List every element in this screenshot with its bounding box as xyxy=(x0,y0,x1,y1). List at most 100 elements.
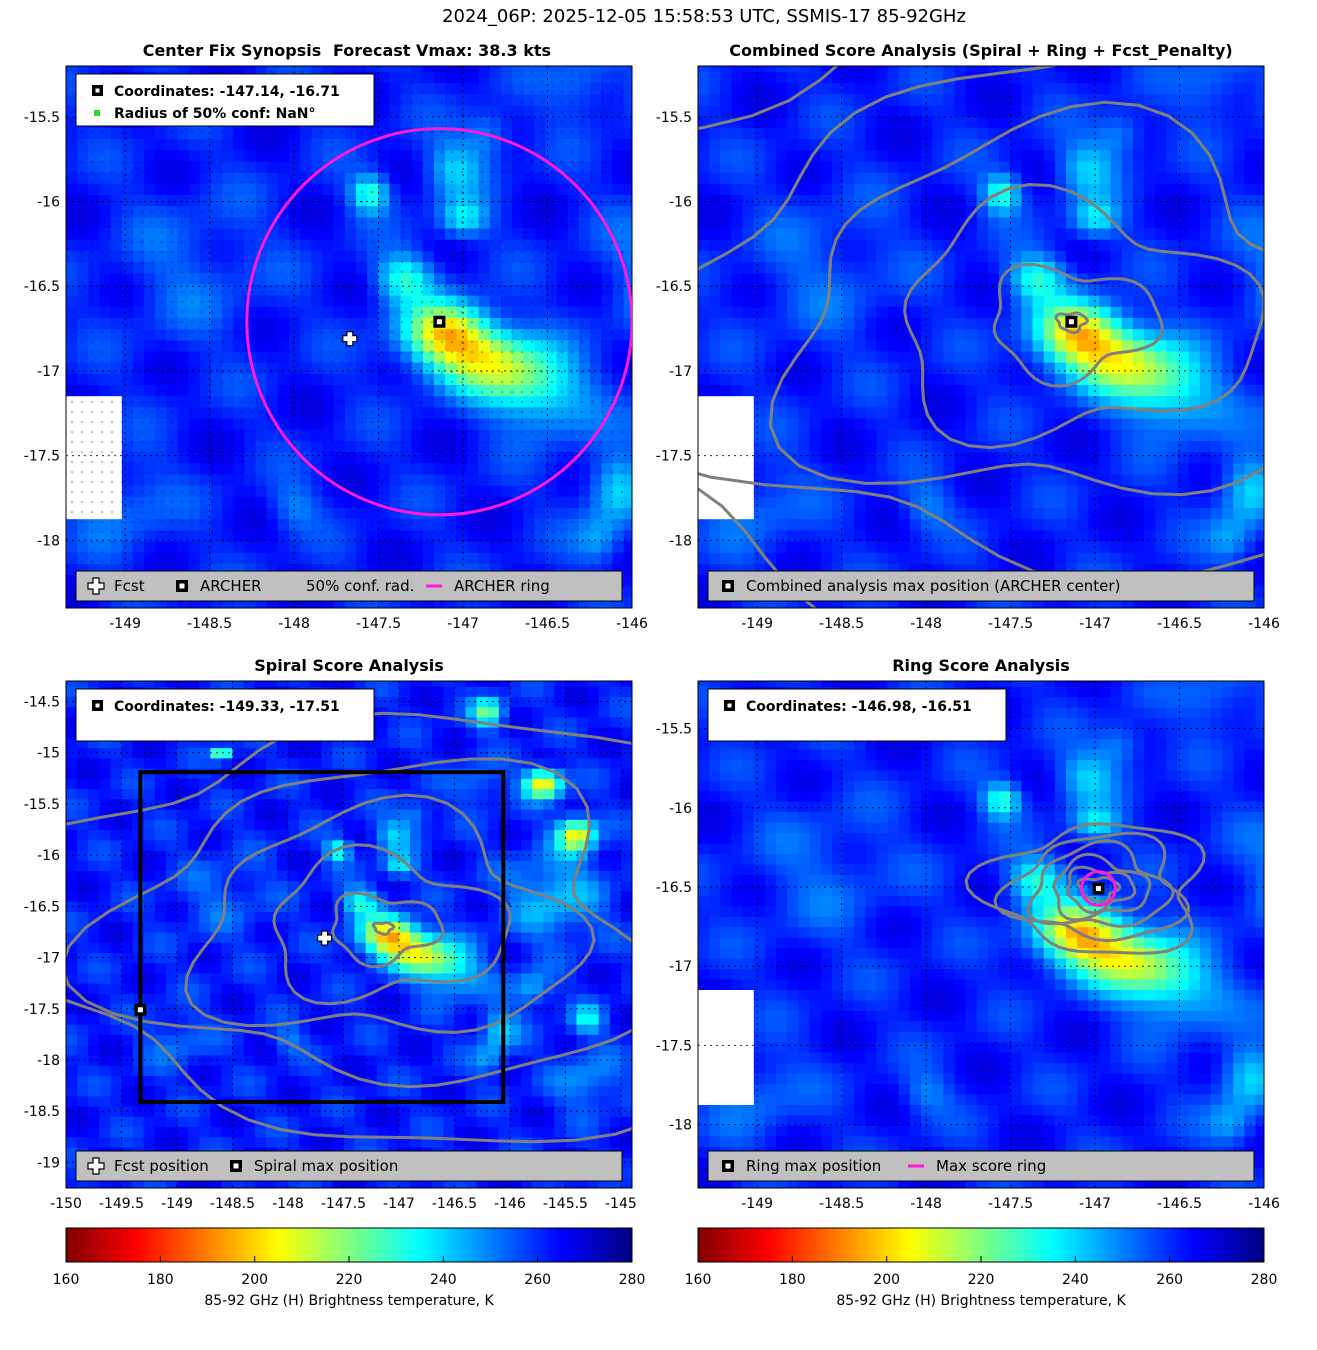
info-box xyxy=(75,73,375,127)
legend-box xyxy=(707,1150,1255,1182)
xtick-label: -146 xyxy=(1248,1196,1280,1212)
legend-label: 50% conf. rad. xyxy=(306,577,414,595)
ytick-label: -16.5 xyxy=(24,279,60,295)
spiral-search-box xyxy=(138,770,506,1104)
xtick-label: -145 xyxy=(605,1196,637,1212)
info-box xyxy=(707,688,1007,742)
xtick-label: -149 xyxy=(161,1196,193,1212)
ytick-label: -18.5 xyxy=(24,1104,60,1120)
ytick-label: -16 xyxy=(37,195,60,211)
xtick-label: -149 xyxy=(109,616,141,632)
ytick-label: -18 xyxy=(37,533,60,549)
colorbar-left-ticks: 160 180 200 220 240 260 280 xyxy=(53,1256,646,1288)
xtick-label: -147 xyxy=(447,616,479,632)
ytick-label: -18 xyxy=(37,1053,60,1069)
panel-ring: -149 -148.5 -148 -147.5 -147 -146.5 -146 -15.5 -… xyxy=(656,656,1280,1212)
legend-box xyxy=(707,570,1255,602)
xtick-label: -148 xyxy=(910,616,942,632)
ytick-label: -17.5 xyxy=(656,1038,692,1054)
xtick-label: -147.5 xyxy=(988,1196,1033,1212)
legend-label: Max score ring xyxy=(936,1157,1046,1175)
xtick-label: -146 xyxy=(494,1196,526,1212)
xtick-label: -146.5 xyxy=(432,1196,477,1212)
contours-spiral xyxy=(66,711,632,1144)
heatmap-combined xyxy=(698,66,1264,608)
legend-label: Combined analysis max position (ARCHER c… xyxy=(746,577,1120,595)
figure-title: 2024_06P: 2025-12-05 15:58:53 UTC, SSMIS… xyxy=(442,6,966,27)
panel-title: Combined Score Analysis (Spiral + Ring +… xyxy=(729,41,1232,60)
axes-frame xyxy=(697,680,1265,1189)
colorbar-tick-label: 240 xyxy=(1062,1272,1089,1288)
info-line: Radius of 50% conf: NaN° xyxy=(114,106,316,122)
panel-spiral: -150 -149.5 -149 -148.5 -148 -147.5 -147 -146.5… xyxy=(24,656,637,1212)
ytick-label: -15.5 xyxy=(24,797,60,813)
xtick-label: -146.5 xyxy=(525,616,570,632)
archer-marker-center xyxy=(436,319,442,325)
colorbar-right-ticks: 160 180 200 220 240 260 280 xyxy=(685,1256,1278,1288)
xtick-label: -147.5 xyxy=(988,616,1033,632)
legend-label: Ring max position xyxy=(746,1157,881,1175)
legend-label: ARCHER xyxy=(200,577,262,595)
ytick-label: -16 xyxy=(669,195,692,211)
panel-title: Spiral Score Analysis xyxy=(254,656,444,675)
xtick-label: -148.5 xyxy=(819,1196,864,1212)
xtick-label: -147.5 xyxy=(321,1196,366,1212)
colorbar-right: 160 180 200 220 240 260 280 85-92 GHz (H) Brig… xyxy=(685,1227,1278,1309)
spiral-max-marker-center xyxy=(137,1007,143,1013)
heatmap-ring xyxy=(698,681,1264,1188)
panel-center-fix: -149 -148.5 -148 -147.5 -147 -146.5 -146 -15.5 -… xyxy=(24,41,648,632)
grid-combined xyxy=(698,66,1264,608)
max-score-ring xyxy=(1080,870,1117,907)
xtick-label: -149 xyxy=(741,616,773,632)
axes-frame xyxy=(697,65,1265,609)
xtick-label: -147 xyxy=(1079,616,1111,632)
legend-box xyxy=(75,570,623,602)
legend-label: Fcst xyxy=(114,577,145,595)
colorbar-left-label: 85-92 GHz (H) Brightness temperature, K xyxy=(204,1293,494,1309)
panels: -149 -148.5 -148 -147.5 -147 -146.5 -146 -15.5 -… xyxy=(24,41,1280,1212)
ytick-label: -18 xyxy=(669,533,692,549)
colorbar-tick-label: 180 xyxy=(147,1272,174,1288)
panel-combined: -149 -148.5 -148 -147.5 -147 -146.5 -146 -15.5 -… xyxy=(656,41,1280,632)
colorbar-tick-label: 220 xyxy=(968,1272,995,1288)
colorbar-tick-label: 200 xyxy=(241,1272,268,1288)
xtick-label: -145.5 xyxy=(543,1196,588,1212)
colorbar-tick-label: 280 xyxy=(1251,1272,1278,1288)
info-box xyxy=(75,688,375,742)
colorbar-tick-label: 160 xyxy=(53,1272,80,1288)
xtick-label: -148 xyxy=(910,1196,942,1212)
ytick-label: -15 xyxy=(37,746,60,762)
xtick-label: -147.5 xyxy=(356,616,401,632)
xtick-label: -148.5 xyxy=(819,616,864,632)
colorbar-tick-label: 260 xyxy=(524,1272,551,1288)
xtick-label: -146.5 xyxy=(1157,1196,1202,1212)
ytick-label: -17.5 xyxy=(24,1002,60,1018)
colorbar-tick-label: 200 xyxy=(873,1272,900,1288)
ytick-label: -17 xyxy=(669,364,692,380)
legend-plus-icon xyxy=(87,1157,105,1175)
colorbar-tick-label: 280 xyxy=(619,1272,646,1288)
colorbar-tick-label: 160 xyxy=(685,1272,712,1288)
ytick-label: -17 xyxy=(37,364,60,380)
panel-title: Center Fix Synopsis xyxy=(143,41,322,60)
colorbar-tick-label: 240 xyxy=(430,1272,457,1288)
ring-max-marker-center xyxy=(1095,886,1101,892)
xtick-label: -148 xyxy=(272,1196,304,1212)
legend-plus-icon xyxy=(87,577,105,595)
panel-subtitle: Forecast Vmax: 38.3 kts xyxy=(333,41,551,60)
xtick-label: -149.5 xyxy=(99,1196,144,1212)
xtick-label: -148.5 xyxy=(187,616,232,632)
ytick-label: -18 xyxy=(669,1118,692,1134)
archer-marker-center xyxy=(1068,319,1074,325)
ytick-label: -16 xyxy=(37,848,60,864)
axes-frame xyxy=(65,680,633,1189)
legend-box xyxy=(75,1150,623,1182)
xtick-label: -147 xyxy=(1079,1196,1111,1212)
info-dot-icon xyxy=(94,110,100,116)
xtick-label: -146 xyxy=(616,616,648,632)
ytick-label: -15.5 xyxy=(656,722,692,738)
legend-label: Spiral max position xyxy=(254,1157,398,1175)
ytick-label: -16.5 xyxy=(24,899,60,915)
colorbar-tick-label: 260 xyxy=(1156,1272,1183,1288)
